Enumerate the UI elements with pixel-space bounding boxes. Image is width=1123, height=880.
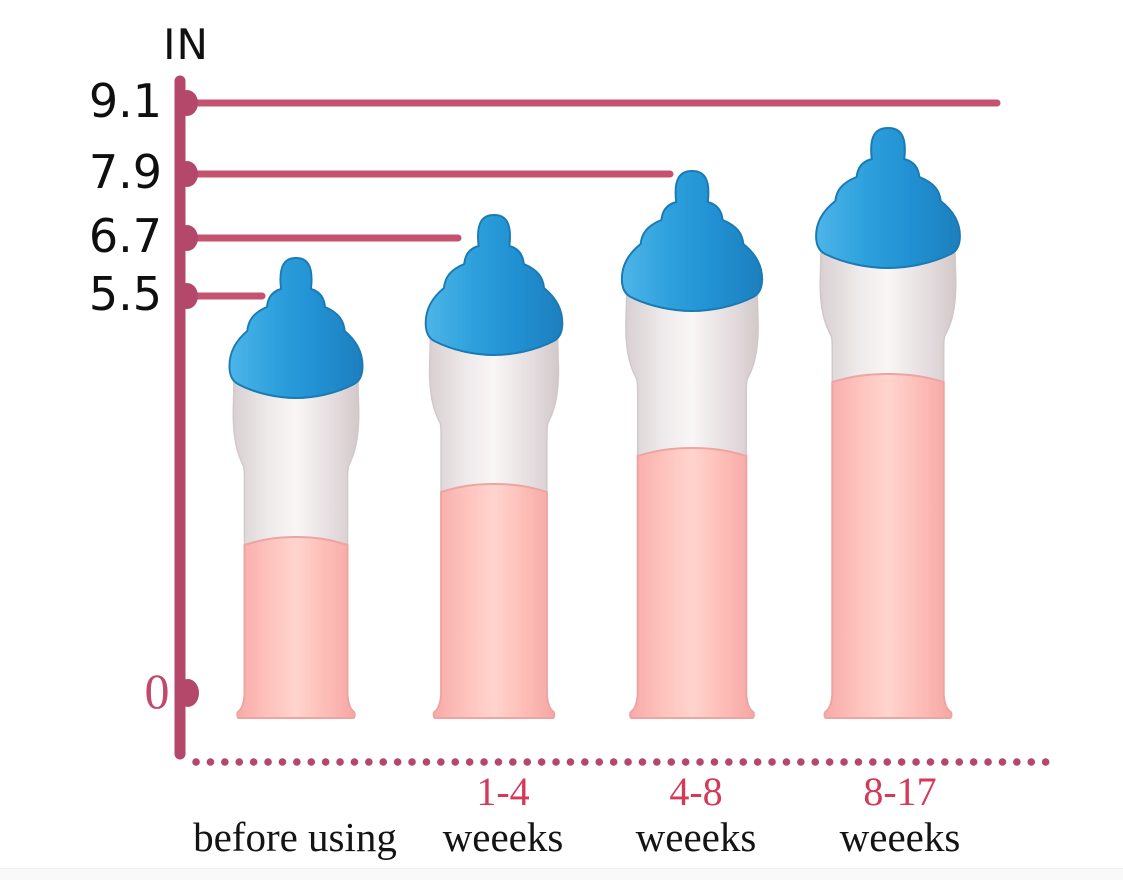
bottle-cap	[228, 256, 364, 400]
tick-dot-6-7	[176, 225, 198, 251]
category-range: 4-8	[669, 769, 723, 814]
category-label-1-4-weeks: 1-4 weeeks	[363, 769, 643, 861]
unit-label: IN	[163, 20, 209, 69]
category-label-before-using: before using	[155, 770, 435, 860]
bottle-tube	[236, 535, 356, 719]
y-tick-label-7-9: 7.9	[88, 144, 162, 199]
bottle-bar-8-17-weeks	[807, 125, 969, 722]
category-word: before using	[193, 814, 397, 860]
bottle-bar-4-8-weeks	[613, 168, 771, 722]
category-range: 8-17	[863, 769, 937, 814]
bottom-strip	[0, 868, 1123, 880]
bottle-body	[232, 373, 360, 556]
y-tick-label-0: 0	[144, 662, 170, 719]
tick-dot-7-9	[176, 161, 198, 187]
bottle-tube	[823, 372, 953, 719]
bottle-tube	[432, 482, 556, 719]
bottle-cap	[424, 213, 564, 357]
category-word: weeeks	[839, 814, 961, 860]
category-word: weeeks	[635, 814, 757, 860]
y-tick-label-6-7: 6.7	[88, 208, 162, 263]
bottle-cap	[620, 169, 764, 313]
bottle-body	[428, 330, 560, 503]
y-tick-label-5-5: 5.5	[88, 266, 162, 321]
bottle-body	[625, 286, 759, 467]
tick-dot-0	[177, 679, 199, 707]
category-word: weeeks	[442, 814, 564, 860]
category-label-4-8-weeks: 4-8 weeeks	[556, 769, 836, 861]
category-range: 1-4	[476, 769, 530, 814]
category-label-8-17-weeks: 8-17 weeeks	[760, 769, 1040, 861]
tick-dot-9-1	[176, 90, 198, 116]
bottle-cap	[815, 126, 961, 270]
y-tick-label-9-1: 9.1	[88, 73, 162, 128]
tick-dot-5-5	[176, 283, 198, 309]
bottle-bar-1-4-weeks	[417, 212, 571, 722]
bottle-bar-before-using	[221, 255, 371, 722]
bottle-tube	[629, 446, 755, 719]
